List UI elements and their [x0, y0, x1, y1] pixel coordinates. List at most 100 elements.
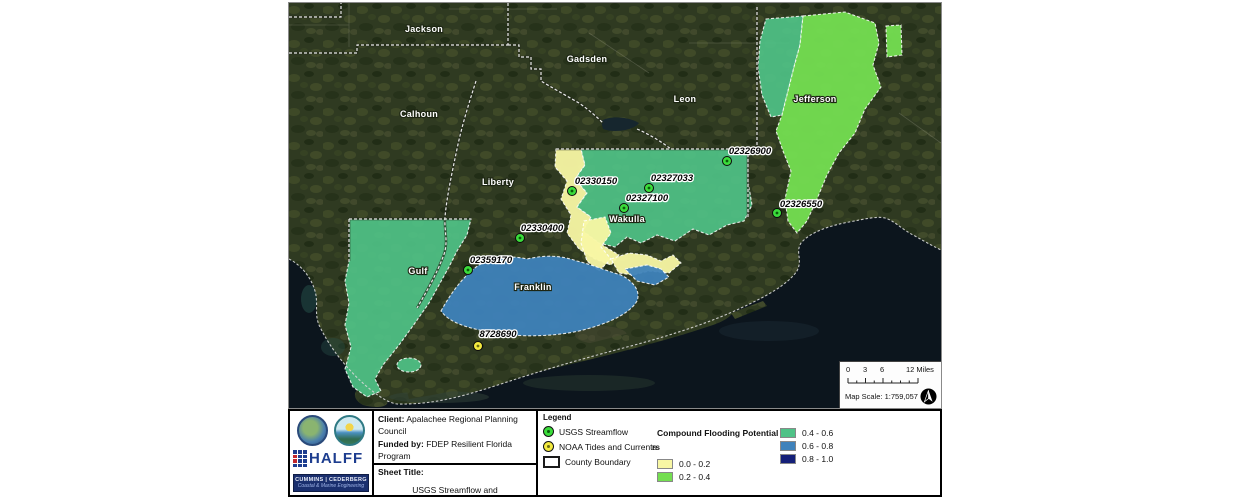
region-jefferson-west-flood-0.4-0.6 — [757, 15, 804, 118]
station-label: 02330150 — [575, 176, 618, 187]
halff-grid-icon — [293, 450, 307, 467]
legend-class-0.8-1.0: 0.8 - 1.0 — [780, 454, 833, 464]
funded-by-value: FDEP Resilient Florida Program — [378, 438, 513, 461]
legend-class-0.6-0.8: 0.6 - 0.8 — [780, 441, 833, 451]
station-markers: 02330150 02327033 02327100 02326900 — [463, 145, 824, 351]
station-8728690-noaa: 8728690 — [473, 328, 519, 351]
swatch-0.6-0.8 — [780, 441, 796, 451]
usgs-marker-icon — [543, 426, 554, 437]
map-canvas: Jackson Gadsden Calhoun Liberty Leon Jef… — [288, 2, 942, 409]
client-value: Apalachee Regional Planning Council — [378, 414, 518, 437]
north-arrow-icon — [920, 388, 937, 405]
station-02326550: 02326550 — [772, 198, 824, 218]
sheet-title-line-1: USGS Streamflow and — [412, 485, 498, 496]
scale-ruler — [847, 378, 919, 384]
map-svg: Jackson Gadsden Calhoun Liberty Leon Jef… — [289, 3, 941, 408]
legend-item-usgs: USGS Streamflow — [543, 426, 628, 437]
station-02330400: 02330400 — [515, 222, 565, 243]
usgs-label: USGS Streamflow — [559, 426, 628, 437]
county-label-liberty: Liberty — [482, 177, 514, 187]
client-info-row: Client: Apalachee Regional Planning Coun… — [374, 411, 536, 466]
station-02326900: 02326900 — [722, 145, 773, 166]
county-label-jackson: Jackson — [405, 24, 443, 34]
cummins-cederberg-logo: CUMMINS | CEDERBERG Coastal & Marine Eng… — [293, 474, 369, 492]
legend-title: Legend — [543, 413, 572, 422]
sheet-title-label: Sheet Title: — [378, 467, 424, 478]
cummins-cederberg-tagline: Coastal & Marine Engineering — [297, 483, 365, 489]
county-boundary-label: County Boundary — [565, 457, 631, 467]
gulf-of-mexico-water — [289, 217, 941, 408]
station-label: 02330400 — [521, 223, 564, 234]
county-label-calhoun: Calhoun — [400, 109, 438, 119]
sheet-title: USGS Streamflow and NOAA Tides and Curre… — [378, 484, 532, 500]
station-label: 8728690 — [480, 329, 518, 340]
range-0.0-0.2: 0.0 - 0.2 — [679, 459, 711, 469]
funded-line: Funded by: FDEP Resilient Florida Progra… — [378, 438, 532, 463]
station-label: 02326550 — [780, 199, 823, 210]
flood-potential-header: Compound Flooding Potential — [657, 428, 779, 438]
station-label: 02327033 — [651, 173, 694, 184]
scale-tick-12: 12 Miles — [906, 365, 934, 374]
region-jefferson-flood-0.2-0.4 — [775, 11, 882, 234]
legend-cell: Legend USGS Streamflow NOAA Tides and Cu… — [538, 411, 940, 495]
legend-class-0.2-0.4: 0.2 - 0.4 — [657, 472, 710, 482]
scale-bar-box: 0 3 6 12 Miles Map Scale: 1:759,057 — [839, 361, 941, 408]
county-labels: Jackson Gadsden Calhoun Liberty Leon Jef… — [399, 23, 838, 293]
map-scale-text: Map Scale: 1:759,057 — [845, 392, 918, 401]
map-sheet: Jackson Gadsden Calhoun Liberty Leon Jef… — [288, 2, 942, 500]
scale-tick-3: 3 — [863, 365, 868, 374]
station-02327100: 02327100 — [619, 192, 670, 213]
lake-talquin — [601, 117, 639, 131]
county-label-gadsden: Gadsden — [567, 54, 608, 64]
range-0.4-0.6: 0.4 - 0.6 — [802, 428, 834, 438]
title-info-cell: Client: Apalachee Regional Planning Coun… — [374, 411, 538, 500]
client-label: Client: — [378, 414, 405, 424]
logos-cell: HALFF CUMMINS | CEDERBERG Coastal & Mari… — [290, 411, 374, 495]
cummins-cederberg-name: CUMMINS | CEDERBERG — [295, 477, 367, 483]
range-0.6-0.8: 0.6 - 0.8 — [802, 441, 834, 451]
swatch-0.2-0.4 — [657, 472, 673, 482]
scale-tick-0: 0 — [846, 365, 851, 374]
county-label-franklin: Franklin — [514, 282, 551, 292]
station-02330150: 02330150 — [567, 175, 619, 196]
halff-logo: HALFF — [290, 446, 372, 467]
swatch-0.0-0.2 — [657, 459, 673, 469]
agency-seals — [290, 411, 372, 446]
station-02359170: 02359170 — [463, 254, 514, 275]
arpc-seal-logo — [297, 415, 328, 446]
fdep-seal-logo — [334, 415, 365, 446]
station-label: 02327100 — [626, 193, 669, 204]
sheet-title-line-2: NOAA Tides and — [378, 497, 532, 500]
sheet-title-row: Sheet Title: USGS Streamflow and NOAA Ti… — [374, 465, 536, 500]
legend-item-noaa: NOAA Tides and Currents — [543, 441, 657, 452]
county-label-leon: Leon — [674, 94, 697, 104]
region-cape-flood-0.4-0.6 — [396, 357, 422, 373]
county-label-jefferson: Jefferson — [793, 94, 836, 104]
swatch-0.4-0.6 — [780, 428, 796, 438]
region-edge-flood-0.2-0.4 — [885, 24, 903, 58]
flood-potential-suffix: rs — [652, 442, 661, 452]
station-label: 02326900 — [729, 146, 772, 157]
noaa-label: NOAA Tides and Currents — [559, 441, 657, 452]
legend-item-county-boundary: County Boundary — [543, 456, 631, 468]
station-label: 02359170 — [470, 255, 513, 266]
region-wakulla-flood-0.4-0.6 — [574, 148, 753, 248]
station-02327033: 02327033 — [644, 172, 695, 193]
range-0.2-0.4: 0.2 - 0.4 — [679, 472, 711, 482]
client-line: Client: Apalachee Regional Planning Coun… — [378, 413, 532, 438]
halff-wordmark: HALFF — [309, 450, 364, 467]
legend-class-0.4-0.6: 0.4 - 0.6 — [780, 428, 833, 438]
scale-tick-6: 6 — [880, 365, 885, 374]
region-coastal-flood-0.6-0.8 — [623, 264, 670, 286]
noaa-marker-icon — [543, 441, 554, 452]
county-boundary-icon — [543, 456, 560, 468]
funded-by-label: Funded by: — [378, 438, 424, 449]
county-label-gulf: Gulf — [408, 266, 428, 276]
shallow-water-patches — [301, 285, 819, 403]
county-label-wakulla: Wakulla — [609, 214, 645, 224]
title-block-panel: HALFF CUMMINS | CEDERBERG Coastal & Mari… — [288, 409, 942, 500]
road-lines — [289, 3, 941, 144]
range-0.8-1.0: 0.8 - 1.0 — [802, 454, 834, 464]
legend-class-0.0-0.2: 0.0 - 0.2 — [657, 459, 710, 469]
